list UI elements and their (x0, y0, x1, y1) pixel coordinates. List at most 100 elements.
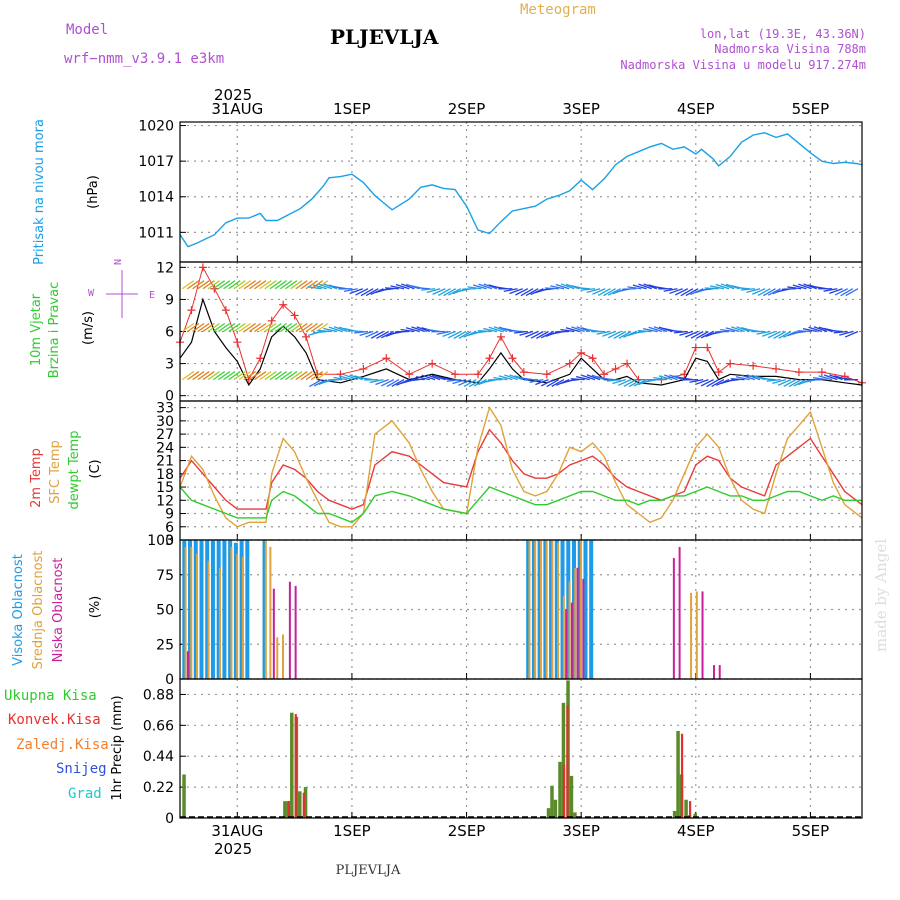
wind-arrow (365, 330, 379, 338)
precip-bar (573, 812, 577, 818)
cloud-bar (528, 540, 531, 679)
cloud-bar (583, 540, 588, 679)
cloud-bar (572, 540, 577, 679)
cloud-bar (282, 634, 285, 679)
y-tick-label: 12 (156, 493, 174, 509)
precip-conv-bar (680, 733, 684, 818)
wind-arrow (777, 379, 792, 386)
precip-conv-bar (294, 714, 297, 818)
wind-arrow (797, 330, 812, 333)
y-tick-label: 6 (165, 520, 174, 536)
wind-gust-point (451, 370, 460, 379)
wind-gust-point (359, 364, 368, 373)
wind-arrow (207, 371, 220, 381)
precip-bar (546, 808, 551, 818)
precip-bar (693, 813, 698, 818)
precip-bar (303, 787, 308, 818)
wind-arrow (309, 379, 322, 388)
wind-arrow (290, 371, 303, 381)
wind-arrow (746, 288, 761, 294)
wind-arrow (513, 330, 528, 334)
precip-legend-conv: Konvek.Kisa (8, 712, 101, 728)
wind-gust-point (496, 332, 505, 341)
wind-arrow (223, 322, 236, 333)
wind-gust-point (405, 370, 414, 379)
wind-arrow (829, 288, 843, 294)
wind-arrow (483, 283, 498, 290)
wind-arrow (508, 329, 523, 333)
wind-arrow (509, 374, 523, 381)
series-line-2m-temp (179, 428, 863, 510)
wind-arrow (725, 378, 740, 382)
date-label-top: 2SEP (448, 100, 486, 118)
wind-arrow (453, 330, 467, 340)
wind-arrow (617, 379, 632, 386)
wind-arrow (571, 326, 585, 333)
wind-arrow (310, 322, 324, 333)
precip-bar (553, 799, 558, 818)
wind-arrow (679, 330, 694, 336)
wind-arrow (845, 288, 859, 297)
cloud-bar (672, 558, 675, 679)
wind-arrow (700, 379, 714, 387)
wind-arrow (400, 328, 415, 333)
wind-gust-point (198, 263, 207, 272)
cloud-bar (210, 540, 215, 679)
wind-arrow (300, 322, 313, 333)
wind-gust-point (474, 370, 483, 379)
cloud-bar (565, 609, 568, 679)
date-label-bottom: 2SEP (448, 822, 486, 840)
wind-arrow (441, 378, 456, 381)
panel-frame (179, 678, 863, 819)
wind-arrow (323, 283, 338, 290)
wind-gust-point (336, 370, 345, 379)
wind-arrow (813, 326, 828, 333)
y-tick-label: 0.44 (143, 749, 174, 765)
wind-arrow (295, 371, 308, 381)
wind-arrow (202, 371, 215, 381)
wind-arrow (829, 374, 843, 381)
wind-arrow (503, 288, 518, 292)
wind-arrow (540, 379, 554, 387)
cloud-label-low: Niska Oblacnost (51, 558, 66, 663)
y-tick-label: 25 (156, 637, 174, 653)
cloud-bar (526, 540, 531, 679)
wind-arrow (233, 322, 246, 333)
cloud-bar (239, 540, 244, 679)
date-label-bottom: 4SEP (677, 822, 715, 840)
wind-arrow (248, 322, 262, 333)
wind-arrow (685, 330, 699, 338)
wind-arrow (223, 371, 236, 381)
wind-arrow (570, 378, 585, 381)
wind-arrow (669, 288, 683, 295)
wind-arrow (312, 330, 327, 334)
year-bottom: 2025 (214, 840, 252, 858)
wind-gust-point (210, 284, 219, 293)
wind-arrow (472, 284, 487, 290)
cloud-bar (207, 560, 210, 679)
wind-arrow (344, 374, 358, 381)
panel-frame (179, 121, 863, 263)
wind-arrow (380, 330, 395, 339)
wind-speed-line (179, 297, 863, 387)
date-label-bottom: 5SEP (792, 822, 830, 840)
temp-unit: (C) (88, 459, 103, 478)
precip-bar (558, 761, 562, 818)
footer-station: PLJEVLJA (336, 863, 401, 878)
pressure-unit: (hPa) (86, 175, 101, 209)
wind-arrow (642, 327, 657, 333)
cloud-bar (262, 540, 267, 679)
lonlat: lon,lat (19.3E, 43.36N) (700, 27, 866, 41)
wind-arrow (793, 379, 807, 387)
wind-arrow (715, 283, 730, 290)
cloud-bar (288, 581, 291, 679)
precip-bar (569, 775, 574, 818)
wind-arrow (187, 322, 200, 333)
precip-legend-frz: Zaledj.Kisa (16, 737, 109, 753)
wind-gust-point (714, 368, 723, 377)
wind-arrow (535, 379, 549, 386)
wind-arrow (410, 378, 425, 381)
wind-arrow (736, 326, 750, 333)
cloud-bar (188, 540, 193, 679)
y-tick-label: 1011 (138, 225, 174, 241)
